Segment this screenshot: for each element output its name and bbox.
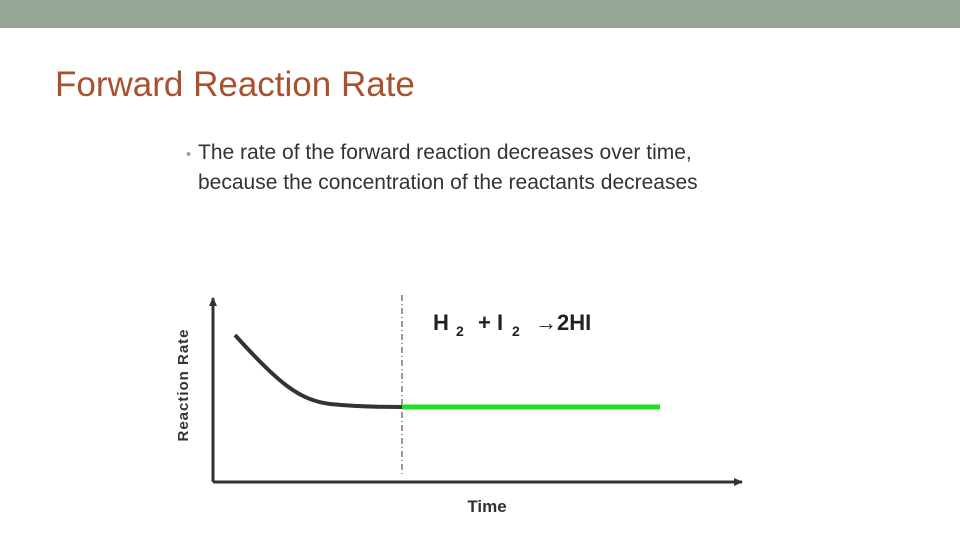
equation-subscript: 2 bbox=[456, 323, 464, 339]
rate-curve bbox=[233, 333, 403, 409]
bullet-marker: • bbox=[186, 146, 191, 163]
equation-part: H bbox=[433, 310, 449, 335]
equation-part: →2HI bbox=[535, 310, 591, 335]
top-bar bbox=[0, 0, 960, 28]
bullet-line: The rate of the forward reaction decreas… bbox=[198, 141, 692, 164]
diagram: Reaction Rate Time H 2 + I 2 →2HI bbox=[175, 295, 743, 516]
x-axis-label: Time bbox=[467, 497, 506, 516]
bullet-line: because the concentration of the reactan… bbox=[198, 171, 698, 194]
equation-subscript: 2 bbox=[512, 323, 520, 339]
equation-part: + I bbox=[478, 310, 503, 335]
equation: H 2 + I 2 →2HI bbox=[433, 310, 591, 339]
slide-title: Forward Reaction Rate bbox=[55, 65, 415, 104]
y-axis-label: Reaction Rate bbox=[175, 328, 192, 441]
